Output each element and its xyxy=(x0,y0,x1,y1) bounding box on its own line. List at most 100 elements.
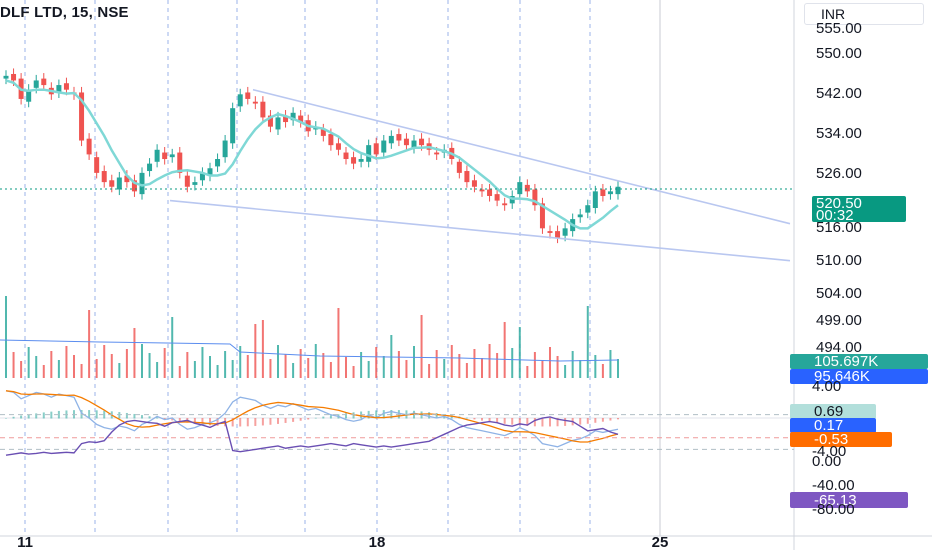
volume-last-label: 105.697K xyxy=(814,353,878,370)
candle-body xyxy=(434,152,440,155)
macd-histogram-bar xyxy=(307,418,310,420)
volume-bar xyxy=(5,296,7,378)
signal-value-label: -0.53 xyxy=(814,431,848,448)
candle-body xyxy=(116,177,122,190)
volume-bar xyxy=(428,364,431,378)
macd-histogram-bar xyxy=(178,418,181,422)
volume-bar xyxy=(443,359,446,378)
macd-histogram-bar xyxy=(12,416,15,419)
macd-histogram-bar xyxy=(277,418,279,424)
macd-histogram-bar xyxy=(209,418,211,426)
price-tick-label: 516.00 xyxy=(816,219,862,236)
volume-bar xyxy=(73,355,75,378)
macd-histogram-bar xyxy=(299,418,302,421)
candle-body xyxy=(615,186,621,195)
macd-histogram-bar xyxy=(133,413,136,419)
candle-body xyxy=(320,129,326,136)
volume-bar xyxy=(314,344,317,378)
volume-bar xyxy=(148,353,151,378)
rsi-pane xyxy=(0,414,794,456)
volume-bar xyxy=(171,317,174,378)
macd-histogram-bar xyxy=(216,418,219,426)
volume-bar xyxy=(533,352,536,378)
macd-histogram-bar xyxy=(352,412,355,419)
candle-body xyxy=(252,101,258,104)
price-axis[interactable]: 555.00 550.00 542.00 534.00 526.00 516.00 510.… xyxy=(790,20,928,518)
macd-histogram-bar xyxy=(239,418,242,427)
volume-bar xyxy=(390,335,393,378)
candle-body xyxy=(419,138,425,146)
macd-histogram-bar xyxy=(27,414,30,419)
volume-bar xyxy=(511,348,514,378)
volume-bar xyxy=(481,358,483,378)
volume-bar xyxy=(201,347,204,378)
time-axis[interactable]: 11 18 25 xyxy=(17,534,668,550)
candle-body xyxy=(124,175,130,183)
macd-histogram-bar xyxy=(450,415,453,419)
candle-body xyxy=(396,134,402,141)
macd-histogram-bar xyxy=(193,418,196,424)
volume-bar xyxy=(141,344,143,378)
volume-bar xyxy=(12,352,15,378)
macd-histogram-bar xyxy=(246,418,249,427)
volume-bar xyxy=(133,328,136,378)
candle-body xyxy=(517,182,523,195)
volume-bar xyxy=(299,349,302,378)
volume-bar xyxy=(496,353,499,378)
volume-bar xyxy=(458,354,461,378)
volume-bar xyxy=(329,362,332,378)
macd-histogram-bar xyxy=(518,418,521,426)
macd-histogram-bar xyxy=(549,418,551,427)
candle-body xyxy=(585,205,591,213)
price-tick-label: 550.00 xyxy=(816,45,862,62)
volume-bar xyxy=(571,351,574,378)
candle-body xyxy=(237,94,243,107)
macd-histogram-bar xyxy=(579,418,582,425)
volume-bar xyxy=(352,366,355,378)
candle-body xyxy=(101,171,107,183)
volume-bar xyxy=(360,352,363,378)
volume-bar xyxy=(284,354,287,378)
volume-bar xyxy=(80,364,83,378)
candle-body xyxy=(547,231,553,233)
macd-tick-label: -4.00 xyxy=(812,443,846,460)
candle-body xyxy=(169,154,175,158)
currency-selector[interactable]: INR xyxy=(804,3,924,25)
macd-histogram-bar xyxy=(261,418,264,426)
volume-bar xyxy=(27,347,30,378)
volume-bar xyxy=(601,364,604,378)
candle-body xyxy=(215,159,221,167)
macd-histogram-bar xyxy=(118,412,121,419)
candle-body xyxy=(222,140,228,158)
macd-histogram-bar xyxy=(556,418,559,427)
volume-bar xyxy=(163,348,166,378)
macd-histogram-bar xyxy=(428,412,431,419)
time-tick-label: 25 xyxy=(652,534,669,550)
volume-bar xyxy=(246,355,249,378)
volume-bar xyxy=(216,365,219,378)
volume-bar xyxy=(450,345,453,378)
volume-average-badge xyxy=(790,369,928,384)
volume-bar xyxy=(42,365,45,378)
macd-histogram-label: 0.69 xyxy=(814,403,843,420)
price-tick-label: 542.00 xyxy=(816,85,862,102)
candle-body xyxy=(260,101,266,118)
macd-histogram-bar xyxy=(322,416,325,419)
volume-average-line xyxy=(0,339,619,362)
volume-bar xyxy=(549,347,551,378)
macd-histogram-bar xyxy=(5,418,7,419)
macd-histogram-bar xyxy=(125,412,128,419)
macd-histogram-bar xyxy=(163,418,166,420)
volume-bar xyxy=(579,360,582,378)
macd-histogram-bar xyxy=(148,416,151,419)
macd-histogram-bar xyxy=(601,418,604,422)
macd-histogram-badge xyxy=(790,404,876,419)
volume-bar xyxy=(50,351,53,378)
macd-histogram-bar xyxy=(496,418,499,423)
candle-body xyxy=(351,157,357,164)
macd-histogram-bar xyxy=(292,418,295,422)
last-price-badge xyxy=(812,196,906,222)
macd-histogram-bar xyxy=(511,418,514,425)
candle-body xyxy=(147,163,153,172)
